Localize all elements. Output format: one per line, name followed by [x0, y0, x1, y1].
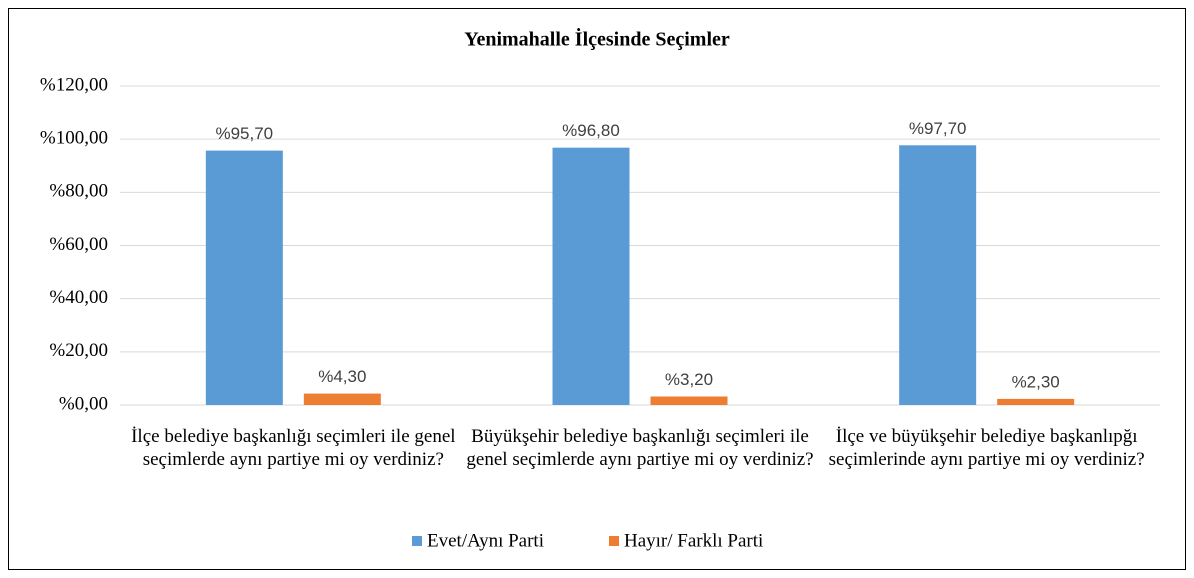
data-label: %96,80	[562, 121, 620, 140]
chart-title: Yenimahalle İlçesinde Seçimler	[464, 27, 730, 51]
data-label: %3,20	[665, 370, 713, 389]
data-label: %97,70	[909, 119, 967, 138]
x-tick-label: Büyükşehir belediye başkanlığı seçimleri…	[466, 426, 814, 470]
y-tick-label: %40,00	[49, 287, 108, 308]
y-tick-label: %120,00	[40, 74, 108, 95]
y-tick-label: %60,00	[49, 234, 108, 255]
data-label: %95,70	[215, 124, 273, 143]
y-tick-label: %0,00	[59, 393, 108, 414]
bar	[997, 398, 1075, 405]
bar	[205, 150, 283, 405]
x-tick-label: İlçe ve büyükşehir belediye başkanlıpğı …	[828, 426, 1145, 470]
y-tick-label: %100,00	[40, 128, 108, 149]
y-tick-label: %80,00	[49, 181, 108, 202]
x-tick-label: İlçe belediye başkanlığı seçimleri ile g…	[131, 426, 456, 470]
legend-marker	[609, 536, 619, 546]
legend-label: Evet/Aynı Parti	[427, 530, 544, 551]
bar	[650, 396, 728, 405]
bar	[303, 393, 381, 405]
bar	[552, 147, 630, 405]
data-label: %4,30	[318, 367, 366, 386]
y-tick-label: %20,00	[49, 340, 108, 361]
legend-marker	[412, 536, 422, 546]
legend-label: Hayır/ Farklı Parti	[624, 530, 763, 551]
data-label: %2,30	[1012, 372, 1060, 391]
bar	[899, 145, 977, 406]
